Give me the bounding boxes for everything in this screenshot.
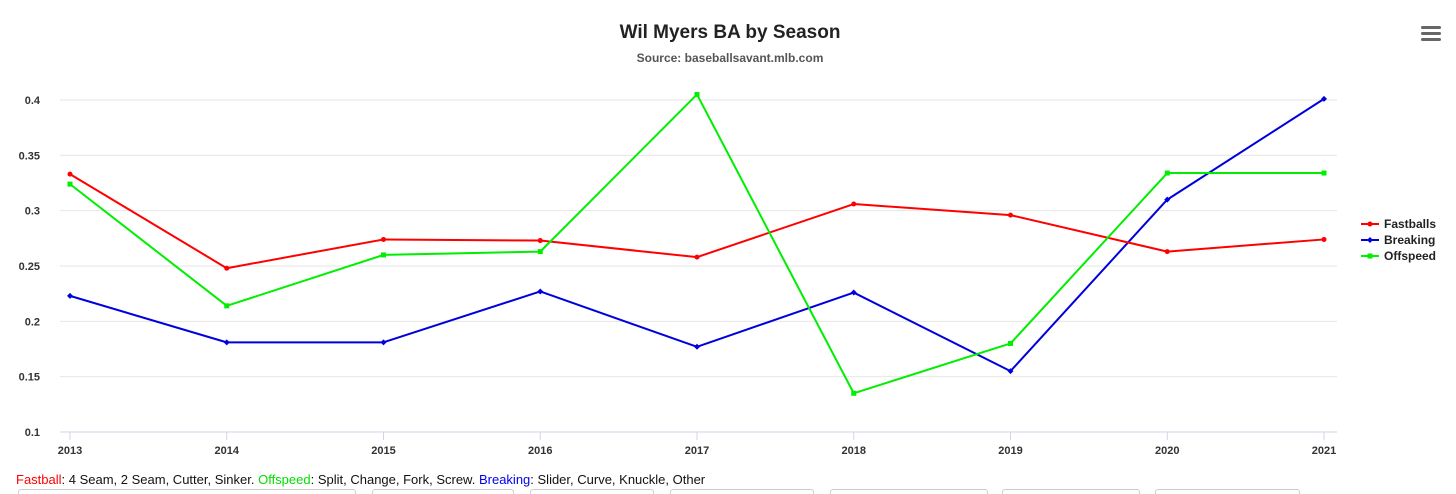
- data-point: [223, 339, 230, 346]
- series-breaking: [67, 95, 1327, 375]
- data-point: [67, 292, 73, 299]
- x-tick-label: 2015: [371, 445, 395, 457]
- data-point: [694, 254, 700, 260]
- legend-label: Offspeed: [1384, 249, 1436, 263]
- legend-item-offspeed: Offspeed: [1361, 249, 1436, 263]
- legend-marker: [1367, 221, 1373, 227]
- y-tick-label: 0.2: [25, 316, 40, 328]
- tab-stub: [1002, 489, 1140, 494]
- footnote-offspeed-text: : Split, Change, Fork, Screw.: [310, 472, 479, 487]
- data-point: [694, 343, 700, 350]
- data-point: [67, 171, 73, 177]
- x-tick-label: 2021: [1312, 445, 1336, 457]
- chart-title: Wil Myers BA by Season: [620, 22, 841, 43]
- y-tick-label: 0.3: [25, 206, 40, 218]
- x-tick-label: 2016: [528, 445, 552, 457]
- x-tick-label: 2019: [998, 445, 1022, 457]
- legend-item-fastballs: Fastballs: [1361, 217, 1436, 231]
- data-point: [1164, 196, 1171, 203]
- data-point: [224, 303, 230, 309]
- data-point: [1008, 212, 1013, 218]
- data-point: [851, 201, 857, 207]
- footnote-breaking-label: Breaking: [478, 472, 531, 487]
- legend-item-breaking: Breaking: [1361, 233, 1435, 247]
- data-point: [537, 288, 544, 295]
- x-tick-label: 2017: [685, 445, 709, 457]
- data-point: [67, 181, 73, 187]
- legend-label: Fastballs: [1384, 217, 1436, 231]
- tab-stub: [530, 489, 654, 494]
- hamburger-menu-icon[interactable]: [1418, 24, 1444, 46]
- data-point: [224, 265, 230, 271]
- series-offspeed: [67, 91, 1327, 396]
- legend-label: Breaking: [1384, 233, 1435, 247]
- x-tick-label: 2020: [1155, 445, 1179, 457]
- data-point: [1321, 95, 1327, 102]
- legend: Fastballs Breaking Offspeed: [1361, 217, 1436, 263]
- x-tick-label: 2014: [215, 445, 240, 457]
- footnote-offspeed-label: Offspeed: [258, 472, 311, 487]
- data-point: [380, 339, 387, 346]
- y-tick-label: 0.4: [25, 95, 41, 107]
- tab-stub: [830, 489, 988, 494]
- tab-stub: [670, 489, 814, 494]
- y-tick-label: 0.35: [19, 150, 40, 162]
- footnote-fastball-text: : 4 Seam, 2 Seam, Cutter, Sinker.: [61, 472, 259, 487]
- x-tick-label: 2018: [842, 445, 866, 457]
- data-point: [850, 289, 857, 296]
- series-line: [69, 173, 1325, 270]
- series-group: [67, 91, 1327, 396]
- data-point: [1007, 368, 1014, 375]
- data-point: [381, 236, 386, 242]
- data-point: [537, 249, 543, 255]
- data-point: [1008, 340, 1013, 346]
- x-axis: 2013 2014 2015 2016 2017 2018 2019 2020 2021: [58, 431, 1337, 457]
- tab-stub: [1155, 489, 1300, 494]
- data-point: [1164, 249, 1170, 255]
- data-point: [1164, 170, 1170, 176]
- y-tick-label: 0.25: [19, 261, 40, 273]
- y-tick-label: 0.15: [19, 372, 40, 384]
- tab-stub: [18, 489, 356, 494]
- series-line: [69, 98, 1325, 373]
- footnote-breaking-text: : Slider, Curve, Knuckle, Other: [530, 472, 706, 487]
- chart-subtitle: Source: baseballsavant.mlb.com: [637, 51, 824, 65]
- data-point: [1321, 170, 1327, 176]
- data-point: [851, 390, 857, 396]
- footnote-fastball-label: Fastball: [16, 472, 62, 487]
- data-point: [537, 238, 543, 244]
- y-tick-label: 0.1: [25, 427, 40, 439]
- data-point: [381, 252, 386, 258]
- tab-stub: [372, 489, 514, 494]
- legend-marker: [1367, 237, 1373, 243]
- line-chart: Wil Myers BA by Season Source: baseballs…: [19, 22, 1437, 457]
- pitch-type-footnote: Fastball: 4 Seam, 2 Seam, Cutter, Sinker…: [16, 472, 705, 487]
- series-fastballs: [67, 171, 1327, 271]
- grid-lines: [60, 99, 1337, 378]
- legend-marker: [1367, 253, 1373, 259]
- x-tick-label: 2013: [58, 445, 82, 457]
- y-axis: 0.1 0.15 0.2 0.25 0.3 0.35 0.4: [19, 95, 41, 439]
- data-point: [694, 91, 700, 97]
- data-point: [1321, 236, 1327, 242]
